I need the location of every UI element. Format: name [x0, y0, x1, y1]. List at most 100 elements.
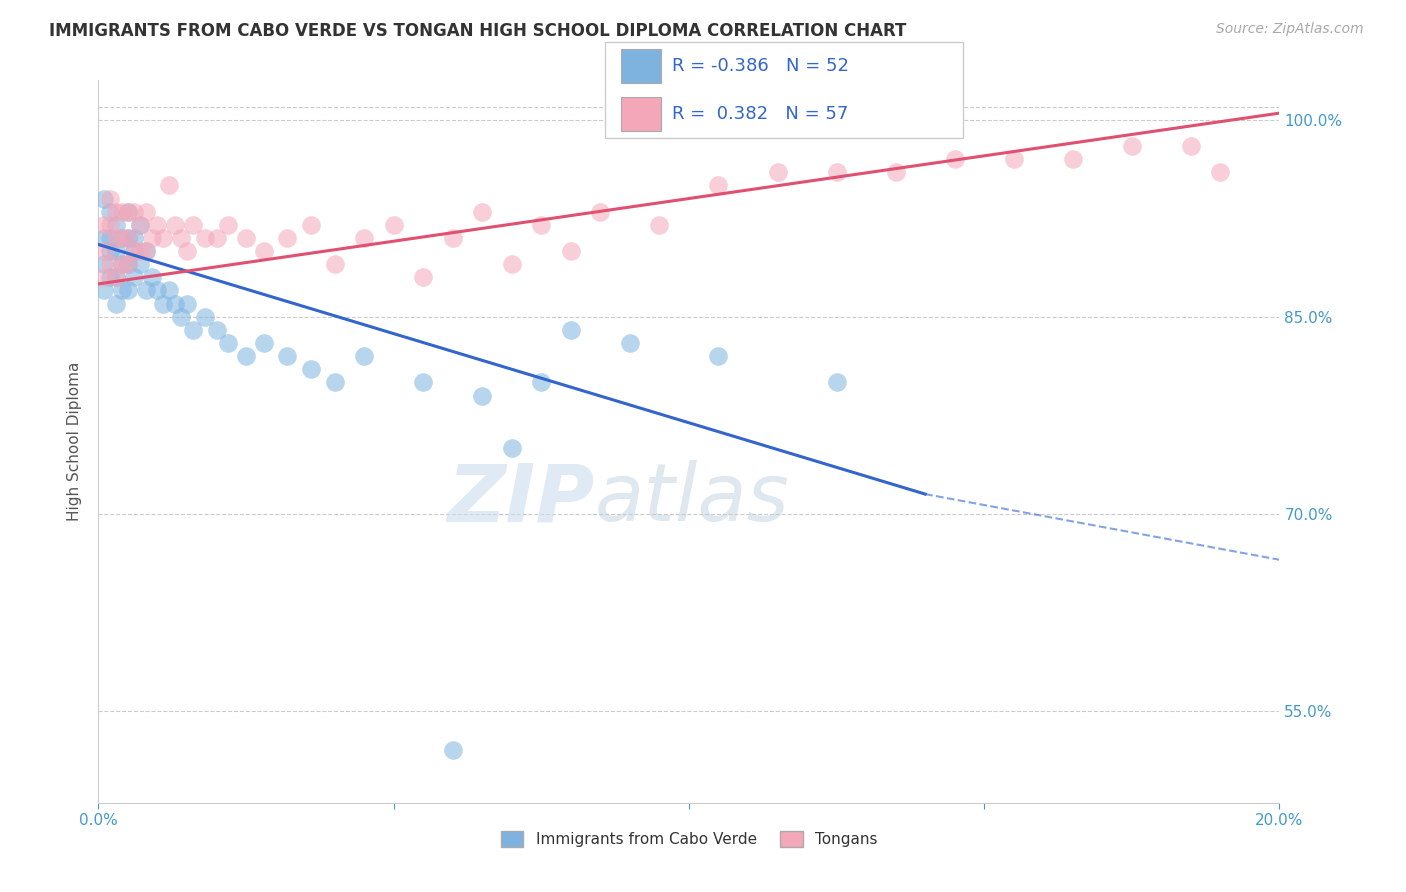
Point	[117, 257, 139, 271]
Point	[117, 204, 139, 219]
Point	[93, 192, 115, 206]
Point	[135, 284, 157, 298]
Point	[152, 296, 174, 310]
Point	[353, 231, 375, 245]
Point	[141, 270, 163, 285]
Point	[122, 204, 145, 219]
Point	[323, 257, 346, 271]
Point	[825, 165, 848, 179]
Point	[707, 349, 730, 363]
Point	[170, 310, 193, 324]
Point	[323, 376, 346, 390]
Point	[98, 218, 121, 232]
Point	[766, 165, 789, 179]
Point	[299, 218, 322, 232]
Point	[217, 218, 239, 232]
Point	[93, 270, 115, 285]
Point	[93, 244, 115, 258]
Point	[648, 218, 671, 232]
Point	[117, 204, 139, 219]
Point	[128, 218, 150, 232]
Point	[176, 244, 198, 258]
Point	[146, 284, 169, 298]
Point	[98, 257, 121, 271]
Point	[117, 231, 139, 245]
Point	[276, 349, 298, 363]
Point	[122, 270, 145, 285]
Point	[194, 231, 217, 245]
Point	[105, 204, 128, 219]
Point	[98, 204, 121, 219]
Point	[825, 376, 848, 390]
Point	[181, 218, 204, 232]
Point	[1062, 152, 1084, 166]
Point	[253, 244, 276, 258]
Point	[98, 192, 121, 206]
Point	[111, 204, 134, 219]
Point	[128, 244, 150, 258]
Point	[181, 323, 204, 337]
Text: R = -0.386   N = 52: R = -0.386 N = 52	[672, 57, 849, 75]
Point	[117, 231, 139, 245]
Point	[253, 336, 276, 351]
Point	[122, 231, 145, 245]
Text: ZIP: ZIP	[447, 460, 595, 539]
Point	[152, 231, 174, 245]
Point	[441, 743, 464, 757]
Point	[589, 204, 612, 219]
Point	[135, 244, 157, 258]
Y-axis label: High School Diploma: High School Diploma	[67, 362, 83, 521]
Point	[117, 257, 139, 271]
Point	[560, 323, 582, 337]
Point	[471, 388, 494, 402]
Point	[111, 284, 134, 298]
Point	[1121, 139, 1143, 153]
Point	[205, 231, 228, 245]
Point	[135, 244, 157, 258]
Point	[235, 231, 257, 245]
Point	[619, 336, 641, 351]
Point	[471, 204, 494, 219]
Point	[441, 231, 464, 245]
Point	[111, 231, 134, 245]
Point	[530, 218, 553, 232]
Point	[128, 218, 150, 232]
Point	[943, 152, 966, 166]
Point	[170, 231, 193, 245]
Point	[122, 244, 145, 258]
Point	[105, 231, 128, 245]
Point	[93, 257, 115, 271]
Point	[501, 257, 523, 271]
Point	[530, 376, 553, 390]
Point	[117, 284, 139, 298]
Point	[93, 231, 115, 245]
Text: IMMIGRANTS FROM CABO VERDE VS TONGAN HIGH SCHOOL DIPLOMA CORRELATION CHART: IMMIGRANTS FROM CABO VERDE VS TONGAN HIG…	[49, 22, 907, 40]
Point	[157, 178, 180, 193]
Point	[205, 323, 228, 337]
Point	[135, 204, 157, 219]
Point	[412, 270, 434, 285]
Point	[105, 270, 128, 285]
Point	[105, 296, 128, 310]
Point	[105, 270, 128, 285]
Point	[105, 244, 128, 258]
Point	[194, 310, 217, 324]
Point	[299, 362, 322, 376]
Point	[98, 244, 121, 258]
Text: R =  0.382   N = 57: R = 0.382 N = 57	[672, 105, 848, 123]
Point	[93, 218, 115, 232]
Point	[1180, 139, 1202, 153]
Point	[707, 178, 730, 193]
Legend: Immigrants from Cabo Verde, Tongans: Immigrants from Cabo Verde, Tongans	[495, 825, 883, 853]
Point	[884, 165, 907, 179]
Point	[93, 284, 115, 298]
Point	[128, 257, 150, 271]
Point	[157, 284, 180, 298]
Point	[111, 257, 134, 271]
Text: Source: ZipAtlas.com: Source: ZipAtlas.com	[1216, 22, 1364, 37]
Point	[560, 244, 582, 258]
Point	[1209, 165, 1232, 179]
Point	[382, 218, 405, 232]
Point	[276, 231, 298, 245]
Point	[98, 270, 121, 285]
